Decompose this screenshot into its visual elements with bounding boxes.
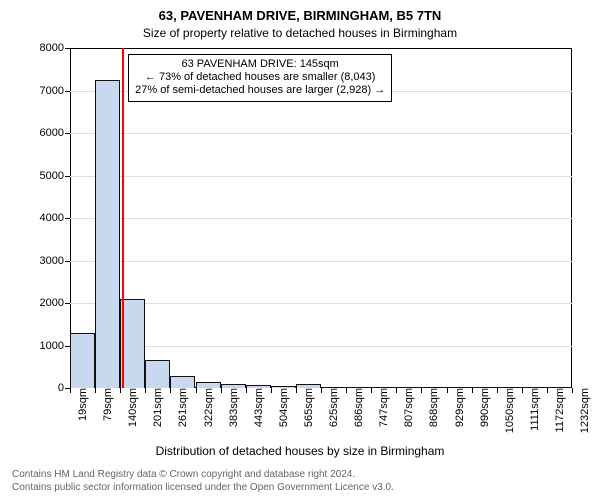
y-tick-label: 0: [58, 382, 70, 394]
x-tick-label: 868sqm: [426, 388, 440, 427]
chart-container: { "chart": { "type": "histogram", "title…: [0, 0, 600, 500]
gridline: [70, 133, 572, 134]
y-tick-label: 6000: [40, 127, 70, 139]
y-tick-label: 7000: [40, 85, 70, 97]
x-tick-mark: [547, 388, 548, 393]
x-tick-label: 19sqm: [75, 388, 89, 421]
annotation-line2: ← 73% of detached houses are smaller (8,…: [135, 71, 385, 84]
histogram-bar: [70, 333, 95, 388]
x-tick-label: 322sqm: [201, 388, 215, 427]
x-tick-label: 1050sqm: [502, 388, 516, 433]
x-tick-mark: [296, 388, 297, 393]
x-tick-label: 1111sqm: [527, 388, 541, 431]
x-tick-mark: [95, 388, 96, 393]
x-tick-label: 140sqm: [125, 388, 139, 427]
gridline: [70, 261, 572, 262]
x-tick-mark: [196, 388, 197, 393]
x-tick-mark: [421, 388, 422, 393]
chart-subtitle: Size of property relative to detached ho…: [0, 26, 600, 40]
x-tick-mark: [472, 388, 473, 393]
y-tick-label: 4000: [40, 212, 70, 224]
x-tick-mark: [497, 388, 498, 393]
x-tick-mark: [70, 388, 71, 393]
x-tick-mark: [572, 388, 573, 393]
x-tick-label: 443sqm: [251, 388, 265, 427]
x-tick-label: 990sqm: [477, 388, 491, 427]
gridline: [70, 218, 572, 219]
x-tick-mark: [246, 388, 247, 393]
x-tick-label: 201sqm: [150, 388, 164, 427]
y-tick-label: 2000: [40, 297, 70, 309]
x-tick-label: 1232sqm: [577, 388, 591, 433]
y-tick-label: 8000: [40, 42, 70, 54]
histogram-bar: [145, 360, 170, 388]
x-tick-label: 261sqm: [175, 388, 189, 427]
y-tick-label: 3000: [40, 255, 70, 267]
x-tick-label: 504sqm: [276, 388, 290, 427]
x-tick-label: 565sqm: [301, 388, 315, 427]
annotation-box: 63 PAVENHAM DRIVE: 145sqm← 73% of detach…: [128, 54, 392, 102]
y-tick-label: 1000: [40, 340, 70, 352]
y-tick-label: 5000: [40, 170, 70, 182]
x-tick-mark: [321, 388, 322, 393]
x-tick-mark: [522, 388, 523, 393]
x-axis-label: Distribution of detached houses by size …: [0, 444, 600, 458]
gridline: [70, 176, 572, 177]
x-tick-mark: [271, 388, 272, 393]
x-tick-label: 807sqm: [401, 388, 415, 427]
x-tick-mark: [120, 388, 121, 393]
attribution-line1: Contains HM Land Registry data © Crown c…: [12, 469, 355, 480]
annotation-line1: 63 PAVENHAM DRIVE: 145sqm: [135, 58, 385, 71]
x-tick-mark: [170, 388, 171, 393]
x-tick-label: 1172sqm: [552, 388, 566, 432]
histogram-bar: [95, 80, 120, 388]
property-marker-line: [122, 48, 124, 388]
x-tick-label: 383sqm: [226, 388, 240, 427]
gridline: [70, 303, 572, 304]
histogram-bar: [170, 376, 195, 388]
gridline: [70, 346, 572, 347]
plot-area: 01000200030004000500060007000800019sqm79…: [70, 48, 572, 388]
x-tick-mark: [221, 388, 222, 393]
x-tick-label: 929sqm: [452, 388, 466, 427]
x-tick-mark: [396, 388, 397, 393]
annotation-line3: 27% of semi-detached houses are larger (…: [135, 84, 385, 97]
x-tick-mark: [371, 388, 372, 393]
x-tick-label: 625sqm: [326, 388, 340, 427]
attribution-line2: Contains public sector information licen…: [12, 482, 394, 493]
x-tick-label: 747sqm: [376, 388, 390, 427]
x-tick-label: 686sqm: [351, 388, 365, 427]
attribution-text: Contains HM Land Registry data © Crown c…: [12, 469, 394, 494]
x-tick-mark: [346, 388, 347, 393]
x-tick-label: 79sqm: [100, 388, 114, 421]
chart-title: 63, PAVENHAM DRIVE, BIRMINGHAM, B5 7TN: [0, 8, 600, 23]
x-tick-mark: [145, 388, 146, 393]
x-tick-mark: [447, 388, 448, 393]
